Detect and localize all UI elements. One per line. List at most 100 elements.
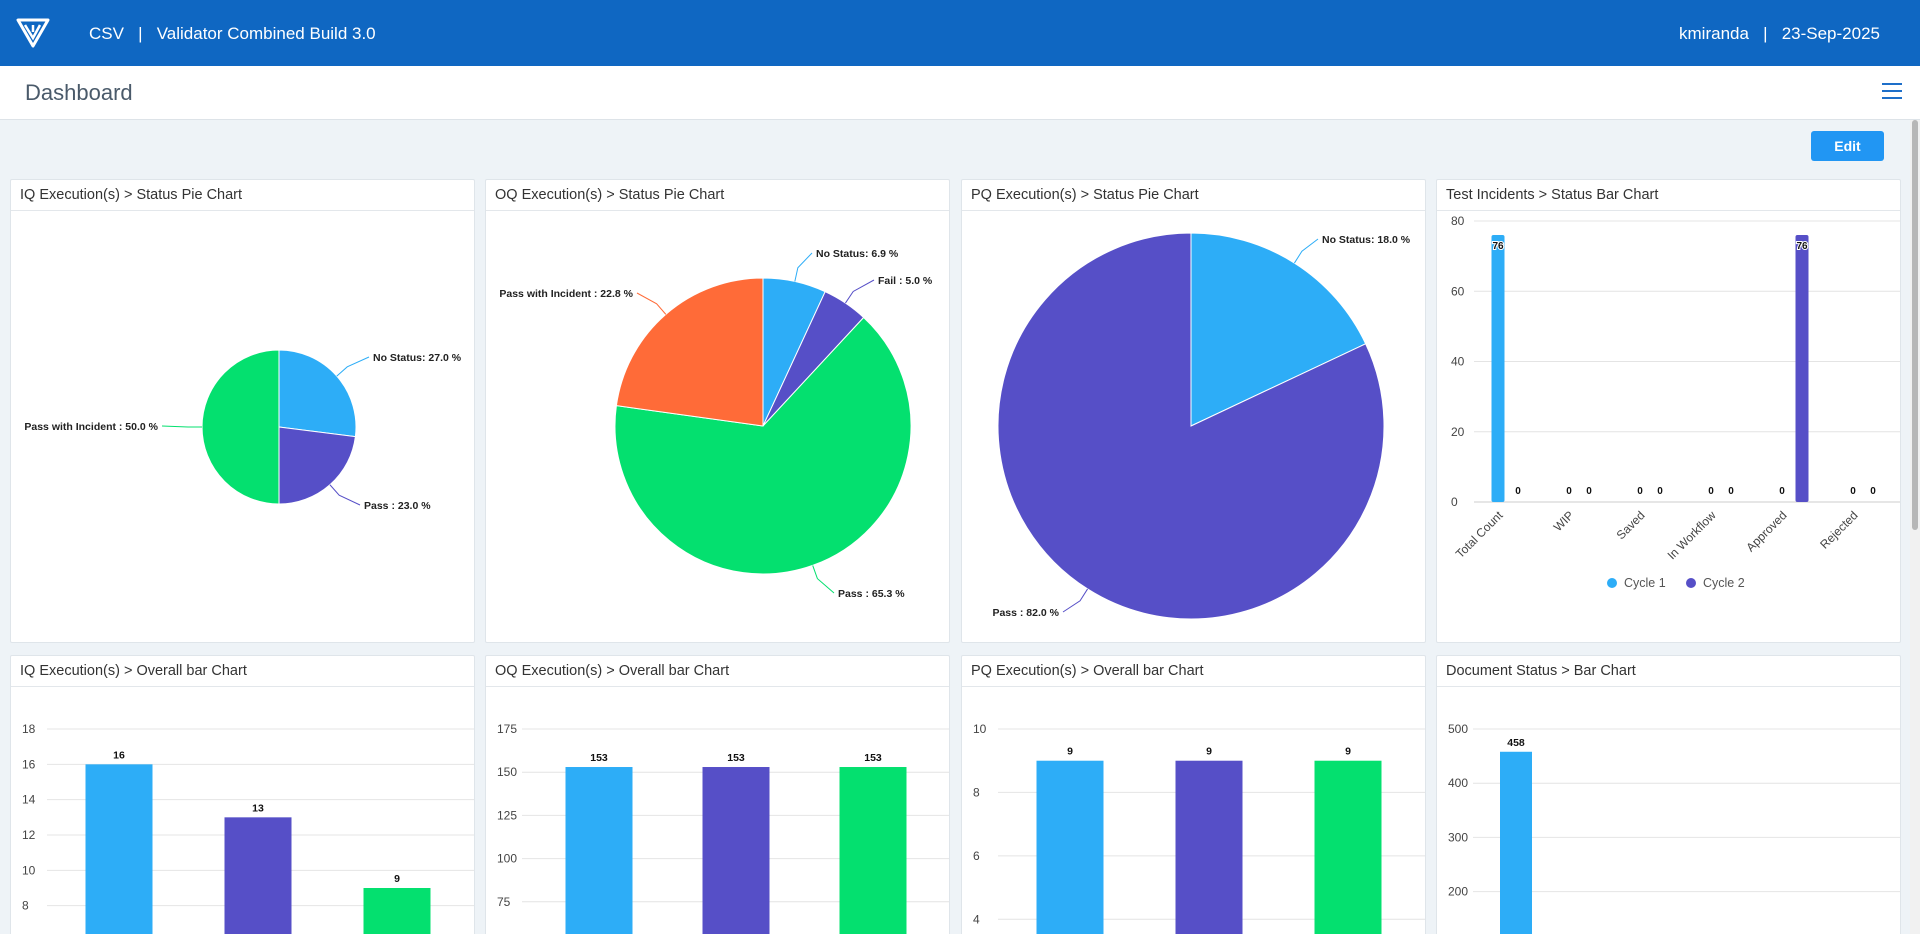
iq-bar-chart: 8 10 12 14 16 18 16 13 9 [22,722,474,934]
bar-value-label: 0 [1566,486,1572,497]
bar [363,888,431,934]
y-tick-label: 4 [973,912,980,926]
y-tick-label: 14 [22,793,36,807]
bar [1175,760,1243,934]
y-tick-label: 400 [1448,776,1468,790]
bar [1795,235,1809,503]
bar-value-label: 0 [1515,486,1521,497]
pie-slice-label: Pass : 82.0 % [992,607,1059,619]
oq-pie-card: OQ Execution(s) > Status Pie Chart No St… [485,179,950,643]
pie-slice-label: Pass with Incident : 50.0 % [24,421,158,433]
scrollbar-thumb[interactable] [1912,120,1918,530]
oq-bar-card: OQ Execution(s) > Overall bar Chart 75 10… [485,655,950,934]
iq-pie-chart: No Status: 27.0 % Pass : 23.0 % Pass with … [24,349,462,512]
y-tick-label: 20 [1451,425,1465,439]
y-tick-label: 150 [497,765,517,779]
bar-value-label: 76 [1796,241,1808,252]
pie-label-leader [1062,588,1089,613]
iq-bar-card: IQ Execution(s) > Overall bar Chart 8 10 1… [10,655,475,934]
bar-value-label: 9 [1206,746,1212,758]
bar [1314,760,1382,934]
test-incidents-card: Test Incidents > Status Bar Chart 0 20 40 6… [1436,179,1901,643]
y-tick-label: 60 [1451,284,1465,298]
y-tick-label: 12 [22,828,36,842]
pie-slice-pass [997,232,1385,620]
pq-bar-card: PQ Execution(s) > Overall bar Chart 4 6 8 1… [961,655,1426,934]
bar [224,817,292,934]
y-tick-label: 10 [973,722,987,736]
app-title: CSV | Validator Combined Build 3.0 [89,24,376,43]
bar-value-label: 0 [1850,486,1856,497]
page-header: Dashboard [0,66,1920,120]
bar-value-label: 76 [1492,241,1504,252]
bar-value-label: 0 [1657,486,1663,497]
page-scrollbar[interactable] [1910,120,1920,934]
bar-value-label: 16 [113,749,125,761]
document-status-bar-chart: 200 300 400 500 458 [1448,722,1900,934]
legend-label: Cycle 2 [1703,576,1745,590]
y-tick-label: 8 [973,785,980,799]
pie-slice-pass [278,426,356,505]
pie-label-leader [161,425,202,428]
pie-slice-label: Fail : 5.0 % [878,275,933,287]
bar-value-label: 153 [864,752,882,764]
x-tick-label: Total Count [1453,508,1506,561]
card-title: PQ Execution(s) > Overall bar Chart [962,656,1425,687]
y-tick-label: 125 [497,808,517,822]
x-tick-label: In Workflow [1665,508,1719,562]
edit-button[interactable]: Edit [1811,131,1884,161]
pie-slice-pass-with-incident [615,277,764,427]
card-title: Test Incidents > Status Bar Chart [1437,180,1900,211]
legend-label: Cycle 1 [1624,576,1666,590]
top-header: CSV | Validator Combined Build 3.0 kmira… [0,0,1920,66]
pie-slice-pass-with-incident [201,349,280,505]
x-tick-label: WIP [1551,508,1577,534]
pq-pie-card: PQ Execution(s) > Status Pie Chart No St… [961,179,1426,643]
bar [839,767,907,934]
pie-label-leader [636,292,667,315]
iq-pie-card: IQ Execution(s) > Status Pie Chart No St… [10,179,475,643]
bar-value-label: 9 [394,873,400,885]
y-tick-label: 100 [497,852,517,866]
pie-label-leader [329,484,361,506]
bar-value-label: 458 [1507,737,1525,749]
card-title: OQ Execution(s) > Status Pie Chart [486,180,949,211]
bar-value-label: 9 [1067,746,1073,758]
bar [1036,760,1104,934]
bar [702,767,770,934]
bar-value-label: 153 [727,752,745,764]
pie-slice-label: No Status: 27.0 % [373,352,462,364]
y-tick-label: 16 [22,757,36,771]
card-title: Document Status > Bar Chart [1437,656,1900,687]
hamburger-menu-icon[interactable] [1882,83,1902,101]
y-tick-label: 200 [1448,885,1468,899]
x-tick-label: Approved [1743,508,1789,554]
bar [85,764,153,934]
legend-marker [1607,578,1617,588]
card-title: OQ Execution(s) > Overall bar Chart [486,656,949,687]
card-title: IQ Execution(s) > Status Pie Chart [11,180,474,211]
pie-label-leader [794,252,813,282]
y-tick-label: 500 [1448,722,1468,736]
legend-marker [1686,578,1696,588]
bar-value-label: 153 [590,752,608,764]
validator-logo-icon[interactable] [16,16,50,48]
bar-value-label: 0 [1870,486,1876,497]
oq-bar-chart: 75 100 125 150 175 153 153 153 [497,722,949,934]
y-tick-label: 0 [1451,495,1458,509]
pie-slice-no-status [278,349,357,438]
bar-value-label: 9 [1345,746,1351,758]
bar-value-label: 0 [1779,486,1785,497]
bar-value-label: 0 [1708,486,1714,497]
pie-slice-label: Pass : 65.3 % [838,588,905,600]
y-tick-label: 40 [1451,355,1465,369]
page-title: Dashboard [25,80,133,105]
bar [1491,235,1505,503]
pie-label-leader [1293,238,1319,264]
y-tick-label: 6 [973,849,980,863]
bar-value-label: 0 [1637,486,1643,497]
y-tick-label: 8 [22,899,29,913]
pie-slice-no-status [1190,232,1367,427]
pie-label-leader [845,279,875,304]
bar-value-label: 0 [1728,486,1734,497]
